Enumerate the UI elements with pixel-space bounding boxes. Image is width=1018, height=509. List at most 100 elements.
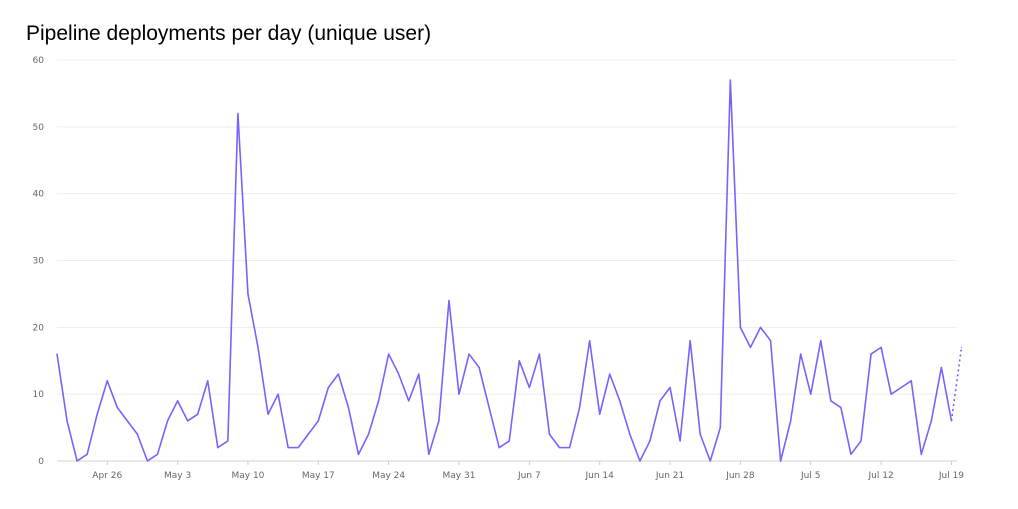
data-point xyxy=(538,353,541,355)
x-tick-label: Jul 5 xyxy=(800,471,820,481)
data-point xyxy=(217,447,219,449)
data-point xyxy=(96,413,98,415)
data-point xyxy=(357,453,360,455)
data-point xyxy=(880,346,882,348)
data-point xyxy=(568,447,571,449)
data-point xyxy=(910,380,912,382)
y-tick-label: 40 xyxy=(33,190,45,200)
data-point xyxy=(56,353,58,355)
data-point xyxy=(528,386,530,389)
series-layer xyxy=(56,79,963,462)
grid-lines xyxy=(57,59,957,462)
x-tick-label: May 10 xyxy=(231,471,264,481)
data-point xyxy=(649,440,651,442)
y-axis: 0 10 20 30 40 50 60 xyxy=(33,56,45,467)
data-point xyxy=(398,373,400,375)
data-point xyxy=(237,112,239,115)
data-point xyxy=(780,460,782,462)
x-axis: Apr 26 May 3 May 10 May 17 May 24 May 31 Jun 7… xyxy=(92,461,964,481)
data-point xyxy=(960,346,963,348)
data-point xyxy=(840,406,842,409)
data-point xyxy=(619,400,621,402)
data-point xyxy=(870,353,872,355)
data-point xyxy=(76,460,78,462)
data-point xyxy=(347,406,350,409)
data-point xyxy=(498,447,500,449)
y-tick-label: 10 xyxy=(33,390,45,400)
data-point xyxy=(790,420,792,422)
data-point xyxy=(639,460,641,462)
data-point xyxy=(930,420,932,422)
data-point xyxy=(759,326,762,328)
data-point xyxy=(679,440,681,442)
x-tick-label: Jul 12 xyxy=(868,471,894,481)
data-point xyxy=(940,366,943,369)
data-point xyxy=(518,360,520,362)
data-point xyxy=(769,340,772,342)
data-point xyxy=(689,340,691,342)
data-point xyxy=(297,447,299,449)
data-point xyxy=(207,380,209,382)
data-point xyxy=(187,420,189,422)
data-point xyxy=(156,453,159,455)
x-tick-label: Jun 21 xyxy=(655,471,684,481)
data-point xyxy=(106,380,108,382)
y-tick-label: 50 xyxy=(33,123,45,133)
x-tick-label: Apr 26 xyxy=(92,471,122,481)
x-tick-label: Jun 7 xyxy=(517,471,541,481)
data-point xyxy=(337,373,339,375)
data-point xyxy=(277,393,279,395)
data-point xyxy=(307,433,309,435)
data-point xyxy=(468,353,470,355)
x-tick-label: Jun 14 xyxy=(585,471,615,481)
data-point xyxy=(247,293,249,295)
data-point xyxy=(900,386,902,389)
data-point xyxy=(287,447,289,449)
data-point xyxy=(146,460,149,462)
data-point xyxy=(729,79,731,81)
data-point xyxy=(488,406,490,409)
data-point xyxy=(327,386,329,389)
data-point xyxy=(448,300,450,302)
data-point xyxy=(950,420,953,422)
data-point xyxy=(659,400,661,402)
x-tick-label: May 17 xyxy=(302,471,335,481)
data-point xyxy=(428,453,430,455)
data-point xyxy=(599,413,601,415)
data-point xyxy=(920,453,922,455)
y-tick-label: 0 xyxy=(38,457,44,467)
data-point xyxy=(66,420,68,422)
x-tick-label: May 31 xyxy=(443,471,476,481)
data-point xyxy=(850,453,852,455)
data-point xyxy=(890,393,892,395)
data-point xyxy=(458,393,460,395)
data-point xyxy=(408,400,410,402)
data-point xyxy=(418,373,420,375)
data-point xyxy=(629,433,631,435)
data-point xyxy=(860,440,862,442)
data-point xyxy=(719,426,721,429)
data-point xyxy=(166,420,169,422)
data-point xyxy=(317,420,319,422)
data-point xyxy=(478,366,480,369)
data-point xyxy=(669,386,671,389)
series-line-partial xyxy=(950,347,963,422)
x-tick-label: May 24 xyxy=(372,471,405,481)
data-point xyxy=(508,440,510,442)
data-point xyxy=(136,433,138,435)
data-point xyxy=(699,433,701,435)
data-point xyxy=(609,373,611,375)
x-tick-label: Jul 19 xyxy=(938,471,964,481)
series-line xyxy=(56,79,953,462)
data-point xyxy=(558,447,561,449)
data-point xyxy=(257,346,259,348)
chart-title: Pipeline deployments per day (unique use… xyxy=(26,22,432,45)
data-point xyxy=(810,393,812,395)
data-point xyxy=(388,353,390,355)
y-tick-label: 30 xyxy=(33,257,45,267)
data-point xyxy=(367,433,370,435)
x-tick-label: May 3 xyxy=(164,471,191,481)
y-tick-label: 60 xyxy=(33,56,45,66)
data-point xyxy=(378,400,380,402)
